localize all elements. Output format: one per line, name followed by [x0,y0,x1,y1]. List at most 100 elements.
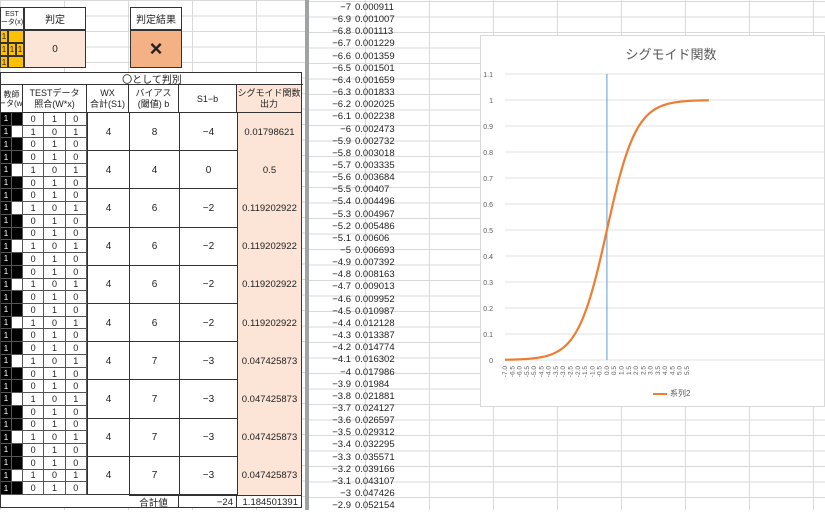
y-tick-label: 0.4 [483,254,493,261]
teacher-cell: 1 [1,227,12,241]
test-data-cell: 0 [23,113,45,126]
x-value: −6.4 [332,74,351,86]
header-test-data-text: TESTデータ 照合(W*x) [29,87,80,109]
test-data-cell: 0 [65,138,87,152]
teacher-cell-blank [12,138,23,152]
test-data-cell: 1 [44,253,66,266]
test-data-cell: 0 [65,482,87,495]
test-data-cell: 1 [65,354,87,368]
sigmoid-output: 0.047425873 [237,342,301,381]
y-value: 0.035571 [355,451,395,463]
teacher-cell-blank [12,151,23,164]
x-tick-label: 1.0 [618,366,625,375]
teacher-cell-blank [12,202,23,215]
table-row: 1 1 1 0 1 0 1 0 1 0 1 0 4 6 −2 0.119202922 [1,304,301,343]
test-data-cell: 0 [23,444,45,457]
y-value: 0.001359 [355,50,395,62]
legend-swatch [653,392,667,395]
y-value: 0.01984 [355,378,390,390]
y-value: 0.002732 [355,135,395,147]
sigmoid-output: 0.5 [237,151,301,190]
y-tick-label: 0.1 [483,332,493,339]
teacher-cell: 1 [1,367,12,381]
x-value: −3.2 [332,463,351,475]
teacher-cell: 1 [1,278,12,292]
x-tick-label: 0.0 [604,366,611,375]
test-data-cell: 1 [65,469,87,483]
table-row: 1 1 1 0 1 0 1 0 1 0 1 0 4 6 −2 0.119202922 [1,189,301,228]
x-value: −5.1 [332,232,351,244]
wx-value: 4 [87,342,129,381]
bias-value: 6 [129,227,179,266]
test-data-cell: 1 [44,329,66,343]
teacher-cell: 1 [1,189,12,203]
y-value: 0.016302 [355,354,395,366]
x-value: −4.8 [332,269,351,281]
test-data-cell: 0 [65,291,87,304]
test-data-cell: 1 [44,405,66,419]
sigmoid-output: 0.047425873 [237,380,301,419]
y-value: 0.024127 [355,402,395,414]
y-tick-label: 0.5 [483,228,493,235]
y-value: 0.003018 [355,147,395,159]
teacher-cell-blank [12,469,23,483]
y-value: 0.001007 [355,14,395,26]
hantei-value: 0 [24,30,86,68]
total-out: 1.184501391 [237,495,301,508]
table-row: 1 1 1 0 1 0 1 0 1 0 1 0 4 8 −4 0.01798621 [1,113,301,152]
x-value: −6.5 [332,62,351,74]
test-data-cell: 0 [65,265,87,279]
test-data-cell: 1 [65,431,87,445]
wx-value: 4 [87,418,129,457]
x-tick-label: 2.0 [633,366,640,375]
x-tick-label: 4.5 [669,366,676,375]
teacher-cell: 1 [1,113,12,126]
teacher-cell: 1 [1,214,12,228]
y-tick-label: 0.3 [483,280,493,287]
s1b-value: −3 [179,342,237,381]
teacher-cell-blank [12,342,23,355]
test-data-cell: 1 [65,393,87,406]
test-data-cell: 1 [44,456,66,470]
test-data-cell: 1 [0,43,8,56]
s1b-value: −2 [179,189,237,228]
y-value: 0.007392 [355,257,395,269]
test-data-cell: 0 [23,342,45,355]
teacher-cell: 1 [1,316,12,330]
bias-value: 4 [129,151,179,190]
teacher-cell-blank [12,265,23,279]
y-value: 0.002473 [355,123,395,135]
teacher-cell-blank [12,278,23,292]
header-wx-text: WX 合計(S1) [89,87,125,109]
test-data-label-1: EST [5,10,19,18]
group-title: 〇として判別 [1,73,303,85]
x-value: −3.5 [332,427,351,439]
teacher-cell: 1 [1,329,12,343]
table-row: 1 1 1 0 1 0 1 0 1 0 1 0 4 7 −3 0.047425873 [1,456,301,495]
x-value: −6 [340,123,351,135]
test-data-cell: 1 [23,316,45,330]
header-teacher-text: 教師 ータ(w) [1,89,23,108]
x-value: −4.5 [332,305,351,317]
teacher-cell: 1 [1,482,12,495]
x-tick-label: 0.5 [611,366,618,375]
test-data-cell: 1 [23,163,45,177]
x-value: −5.2 [332,220,351,232]
x-tick-label: -2.0 [575,366,582,378]
x-value: −5.9 [332,135,351,147]
x-value: −6.6 [332,50,351,62]
test-data-cell-empty [8,30,24,43]
y-value: 0.026597 [355,415,395,427]
x-value: −3.9 [332,378,351,390]
test-data-cell: 0 [23,456,45,470]
test-data-cell: 0 [23,380,45,394]
teacher-cell-blank [12,380,23,394]
teacher-cell: 1 [1,405,12,419]
table-row: 1 1 1 0 1 0 1 0 1 0 1 0 4 7 −3 0.047425873 [1,342,301,381]
y-tick-label: 0.8 [483,150,493,157]
test-data-cell: 0 [44,316,66,330]
chart-plot: 0 0.1 0.2 0.3 0.4 0.5 0.6 0.7 0.8 0.9 1 1.1 -7.0 -6.5… [483,72,825,378]
y-value: 0.000911 [355,2,394,13]
x-value: −3.6 [332,415,351,427]
x-value: −5.6 [332,172,351,184]
